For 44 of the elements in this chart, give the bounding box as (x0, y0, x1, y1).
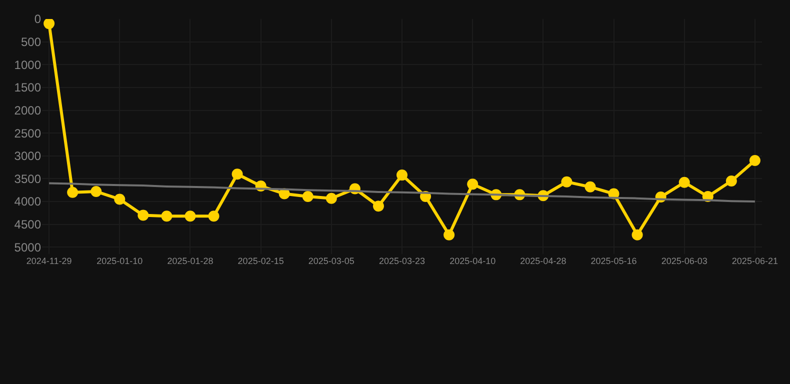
point (678, 176, 690, 188)
point (138, 210, 149, 221)
y-tick-label: 3500 (14, 172, 42, 186)
point (161, 210, 172, 222)
y-tick-label: 4500 (14, 218, 42, 232)
point (632, 229, 643, 240)
x-tick-label: 2025-05-16 (590, 256, 637, 266)
point (467, 178, 478, 190)
y-tick-label: 2000 (14, 103, 42, 118)
y-tick-label: 3000 (14, 149, 42, 164)
point (749, 154, 760, 166)
line-series (48, 182, 756, 203)
x-tick-label: 2024-11-29 (26, 256, 72, 266)
point (396, 170, 408, 181)
y-tick-label: 500 (20, 35, 42, 50)
y-tick-label: 2500 (14, 126, 42, 140)
y-tick-label: 1000 (14, 58, 42, 72)
point (90, 186, 102, 197)
x-tick-label: 2025-04-28 (520, 256, 566, 266)
point (326, 192, 337, 204)
x-tick-label: 2025-06-03 (661, 256, 708, 266)
point (184, 210, 196, 222)
x-tick-label: 2025-01-28 (167, 256, 214, 266)
y-tick-label: 0 (34, 12, 42, 26)
y-tick-label: 1500 (14, 80, 42, 95)
point (726, 175, 737, 186)
x-tick-label: 2025-01-10 (96, 256, 143, 266)
point (67, 186, 78, 198)
point (372, 200, 384, 212)
y-tick-label: 5000 (14, 240, 42, 254)
point (444, 229, 455, 240)
x-tick-label: 2025-02-15 (238, 256, 284, 266)
y-tick-label: 4000 (14, 194, 42, 209)
x-tick-label: 2025-03-05 (308, 256, 354, 266)
x-tick-label: 2025-03-23 (378, 256, 426, 266)
point (44, 19, 55, 30)
x-tick-label: 2025-06-21 (732, 256, 778, 266)
x-tick-label: 2025-04-10 (450, 256, 496, 266)
point (302, 191, 314, 202)
point (114, 194, 126, 205)
point (232, 168, 243, 180)
point (208, 210, 220, 222)
point (561, 176, 572, 188)
point (584, 181, 596, 192)
